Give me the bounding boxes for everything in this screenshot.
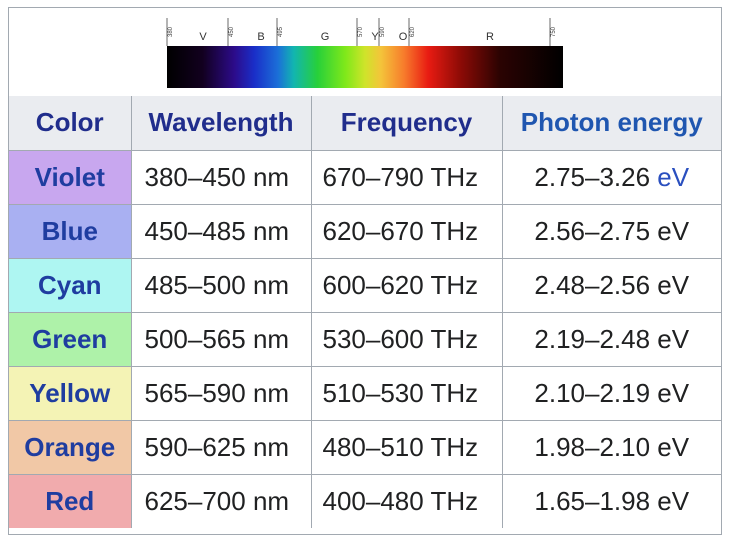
spectrum-gradient-bar <box>167 46 563 88</box>
frequency-cell: 400–480 THz <box>310 473 503 528</box>
color-name-cell: Green <box>9 311 132 367</box>
table-row: Orange 590–625 nm 480–510 THz 1.98–2.10 eV <box>9 419 721 475</box>
wavelength-cell: 565–590 nm <box>130 365 312 421</box>
energy-unit: eV <box>657 215 690 246</box>
frequency-cell: 480–510 THz <box>310 419 503 475</box>
color-name-cell: Cyan <box>9 257 132 313</box>
energy-unit: eV <box>657 269 690 300</box>
photon-energy-cell: 1.98–2.10 eV <box>501 419 721 475</box>
spectrum-ticks: 380 450 495 570 590 620 750 <box>166 18 557 46</box>
color-name-cell: Violet <box>9 149 132 205</box>
spectrum-band-letter: B <box>257 31 264 43</box>
wavelength-cell: 380–450 nm <box>130 149 312 205</box>
wavelength-cell: 625–700 nm <box>130 473 312 528</box>
spectrum-tick-label: 570 <box>358 26 364 37</box>
photon-energy-cell: 2.19–2.48 eV <box>501 311 721 367</box>
color-name-cell: Blue <box>9 203 132 259</box>
color-name-cell: Orange <box>9 419 132 475</box>
photon-energy-value: 2.48–2.56 <box>534 269 651 300</box>
spectrum-band-letter: R <box>486 31 494 43</box>
energy-unit: eV <box>657 323 690 354</box>
wavelength-cell: 590–625 nm <box>130 419 312 475</box>
spectrum-tick-label: 750 <box>551 26 557 37</box>
spectrum-tick-label: 380 <box>168 26 174 37</box>
photon-energy-value: 1.98–2.10 <box>534 431 651 462</box>
frequency-cell: 510–530 THz <box>310 365 503 421</box>
wavelength-cell: 450–485 nm <box>130 203 312 259</box>
spectrum-band-letter: G <box>321 31 330 43</box>
table-row: Cyan 485–500 nm 600–620 THz 2.48–2.56 eV <box>9 257 721 313</box>
table-row: Green 500–565 nm 530–600 THz 2.19–2.48 eV <box>9 311 721 367</box>
frequency-cell: 620–670 THz <box>310 203 503 259</box>
table-row: Yellow 565–590 nm 510–530 THz 2.10–2.19 eV <box>9 365 721 421</box>
photon-energy-cell: 1.65–1.98 eV <box>501 473 721 528</box>
header-frequency: Frequency <box>310 96 503 151</box>
wavelength-cell: 500–565 nm <box>130 311 312 367</box>
spectrum-tick-label: 620 <box>410 26 416 37</box>
photon-energy-value: 2.56–2.75 <box>534 215 651 246</box>
spectrum-cell: 380 450 495 570 590 620 750 V B G Y O R <box>9 8 721 97</box>
color-name-cell: Yellow <box>9 365 132 421</box>
frequency-cell: 670–790 THz <box>310 149 503 205</box>
photon-energy-value: 2.10–2.19 <box>534 377 651 408</box>
color-table: Color Wavelength Frequency Photon energy… <box>9 96 721 528</box>
spectrum-tick-label: 590 <box>380 26 386 37</box>
energy-unit: eV <box>657 431 690 462</box>
visible-spectrum-image[interactable]: 380 450 495 570 590 620 750 V B G Y O R <box>165 16 565 96</box>
photon-energy-cell: 2.10–2.19 eV <box>501 365 721 421</box>
photon-energy-cell: 2.56–2.75 eV <box>501 203 721 259</box>
spectrum-band-letter: O <box>399 31 408 43</box>
header-photon-energy-link[interactable]: Photon energy <box>501 96 721 151</box>
color-table-frame: 380 450 495 570 590 620 750 V B G Y O R Color Wavel… <box>8 7 722 535</box>
header-wavelength: Wavelength <box>130 96 312 151</box>
electronvolt-link[interactable]: eV <box>657 161 690 192</box>
spectrum-band-letter: V <box>199 31 207 43</box>
photon-energy-value: 2.19–2.48 <box>534 323 651 354</box>
frequency-cell: 530–600 THz <box>310 311 503 367</box>
spectrum-tick-label: 495 <box>278 26 284 37</box>
table-row: Violet 380–450 nm 670–790 THz 2.75–3.26 eV <box>9 149 721 205</box>
energy-unit: eV <box>657 377 690 408</box>
table-row: Blue 450–485 nm 620–670 THz 2.56–2.75 eV <box>9 203 721 259</box>
photon-energy-cell: 2.75–3.26 eV <box>501 149 721 205</box>
header-color: Color <box>9 96 132 151</box>
energy-unit: eV <box>657 485 690 516</box>
wavelength-cell: 485–500 nm <box>130 257 312 313</box>
table-row: Red 625–700 nm 400–480 THz 1.65–1.98 eV <box>9 473 721 528</box>
spectrum-band-letter: Y <box>371 31 379 43</box>
spectrum-tick-label: 450 <box>229 26 235 37</box>
frequency-cell: 600–620 THz <box>310 257 503 313</box>
photon-energy-cell: 2.48–2.56 eV <box>501 257 721 313</box>
photon-energy-value: 1.65–1.98 <box>534 485 651 516</box>
color-name-cell: Red <box>9 473 132 528</box>
header-row: Color Wavelength Frequency Photon energy <box>9 96 721 151</box>
photon-energy-value: 2.75–3.26 <box>534 161 651 192</box>
